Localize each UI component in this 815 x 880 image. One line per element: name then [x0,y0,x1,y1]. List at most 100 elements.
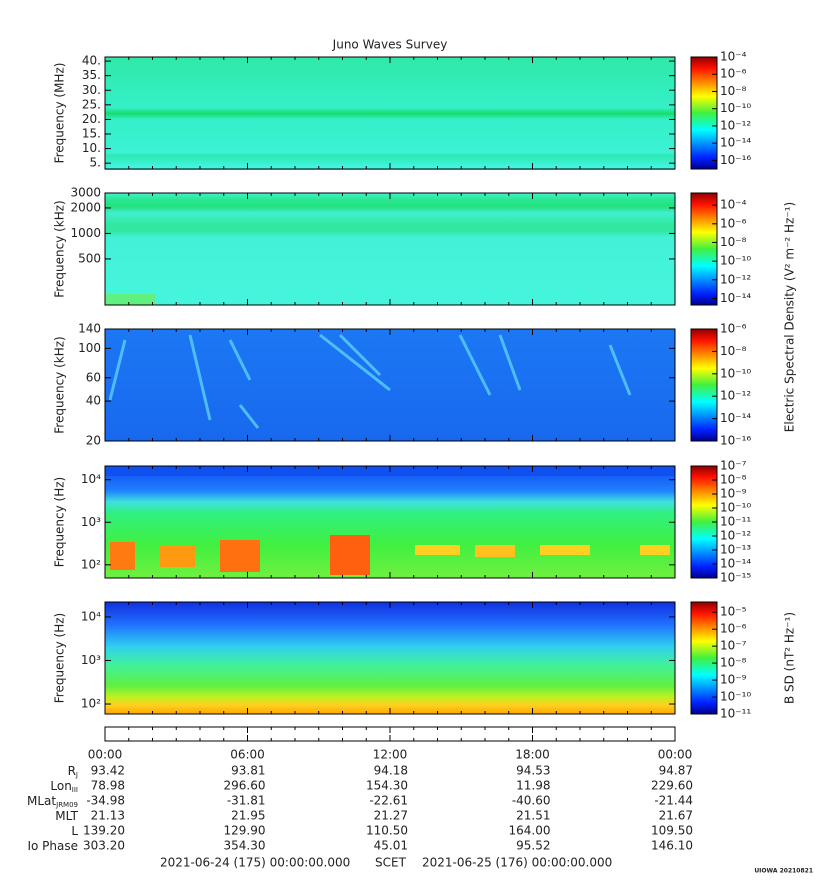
row-value: 139.20 [83,824,125,838]
colorbar-tick-label: 10⁻⁹ [720,487,747,501]
row-label-text: MLT [55,809,78,823]
y-tick-label: 25. [82,97,101,111]
row-value: 21.27 [374,809,408,823]
spectrogram-feature [105,294,155,305]
y-tick-label: 10. [82,141,101,155]
y-tick-label: 10³ [81,653,101,667]
colorbar [690,328,718,442]
row-value: -21.44 [654,794,693,808]
row-label-text: MLat [27,794,56,808]
y-tick-label: 40 [86,394,101,408]
spectrogram [105,329,675,441]
row-label: Io Phase [27,839,78,853]
colorbar-tick-label: 10⁻⁶ [720,216,747,230]
colorbar-tick-label: 10⁻¹⁴ [720,136,751,150]
y-axis-label: Frequency (Hz) [53,477,67,568]
y-tick-label: 35. [82,68,101,82]
colorbar-tick-label: 10⁻¹⁶ [720,153,751,167]
colorbar [690,192,718,306]
y-tick-label: 500 [78,251,101,265]
row-value: -34.98 [86,794,125,808]
colorbar-tick-label: 10⁻¹¹ [720,515,751,529]
colorbar-tick-label: 10⁻¹² [720,272,751,286]
colorbar [690,601,718,715]
time-label: 00:00 [658,748,693,762]
colorbar-tick-label: 10⁻¹² [720,389,751,403]
row-value: 93.81 [231,764,265,778]
colorbar [690,56,718,170]
colorbar-tick-label: 10⁻¹² [720,118,751,132]
colorbar-tick-label: 10⁻⁷ [720,639,747,653]
colorbar-tick-label: 10⁻⁶ [720,322,747,336]
y-tick-label: 30. [82,83,101,97]
colorbar-tick-label: 10⁻⁸ [720,84,747,98]
y-tick-label: 1000 [70,226,101,240]
colorbar-tick-label: 10⁻⁸ [720,473,747,487]
row-label: MLT [55,809,78,823]
y-tick-label: 10² [81,697,101,711]
spectrogram [105,57,675,170]
spectrogram-features [108,333,632,429]
colorbar-tick-label: 10⁻¹⁰ [720,254,751,268]
row-value: 78.98 [91,779,125,793]
row-value: 45.01 [374,839,408,853]
y-tick-label: 20 [86,434,101,448]
colorbar-tick-label: 10⁻⁶ [720,622,747,636]
y-tick-label: 140 [78,322,101,336]
row-value: 109.50 [651,824,693,838]
row-label-sub: J [75,771,78,779]
colorbar-tick-label: 10⁻¹⁶ [720,434,751,448]
y-tick-label: 10⁴ [81,609,101,623]
row-value: 94.18 [374,764,408,778]
colorbar-tick-label: 10⁻⁶ [720,67,747,81]
spectrogram [105,466,675,578]
row-value: 110.50 [366,824,408,838]
colorbar-tick-label: 10⁻¹⁵ [720,571,751,585]
row-label: LonIII [50,779,78,795]
row-value: 354.30 [224,839,266,853]
colorbar-tick-label: 10⁻¹¹ [720,707,751,721]
spectrogram-images [104,57,676,742]
row-value: 21.95 [231,809,265,823]
y-tick-label: 40. [82,54,101,68]
row-value: 229.60 [651,779,693,793]
scet-label: SCET [375,856,407,870]
row-label-text: Lon [50,779,71,793]
row-value: 21.67 [659,809,693,823]
row-label: RJ [68,764,78,780]
y-axis-label: Frequency (MHz) [53,63,67,164]
row-value: 94.87 [659,764,693,778]
time-label: 12:00 [373,748,408,762]
y-tick-label: 3000 [70,186,101,200]
end-time: 2021-06-25 (176) 00:00:00.000 [422,856,612,870]
y-tick-label: 10³ [81,515,101,529]
colorbar-tick-label: 10⁻⁸ [720,235,747,249]
colorbar-tick-label: 10⁻⁷ [720,459,747,473]
y-tick-label: 10² [81,557,101,571]
row-label-sub: III [72,786,78,794]
y-tick-label: 60 [86,370,101,384]
row-value: -22.61 [369,794,408,808]
colorbar-tick-label: 10⁻¹⁴ [720,291,751,305]
row-label-text: Io Phase [27,839,78,853]
row-value: 154.30 [366,779,408,793]
colorbar-label: B SD (nT² Hz⁻¹) [783,612,797,704]
colorbar-tick-label: 10⁻¹³ [720,543,751,557]
colorbar-tick-label: 10⁻¹⁴ [720,411,751,425]
row-value: 93.42 [91,764,125,778]
row-label: L [71,824,78,838]
spectrogram [105,602,675,714]
colorbar-tick-label: 10⁻⁴ [720,50,747,64]
row-value: 129.90 [224,824,266,838]
row-value: 296.60 [224,779,266,793]
credit: UIOWA 20210821 [754,868,813,875]
colorbar-tick-label: 10⁻¹⁴ [720,557,751,571]
y-axis-label: Frequency (Hz) [53,613,67,704]
y-tick-label: 20. [82,112,101,126]
colorbar-tick-label: 10⁻¹⁰ [720,690,751,704]
colorbar-tick-label: 10⁻¹⁰ [720,101,751,115]
row-value: 21.13 [91,809,125,823]
row-label-text: R [68,764,76,778]
row-label-text: L [71,824,78,838]
